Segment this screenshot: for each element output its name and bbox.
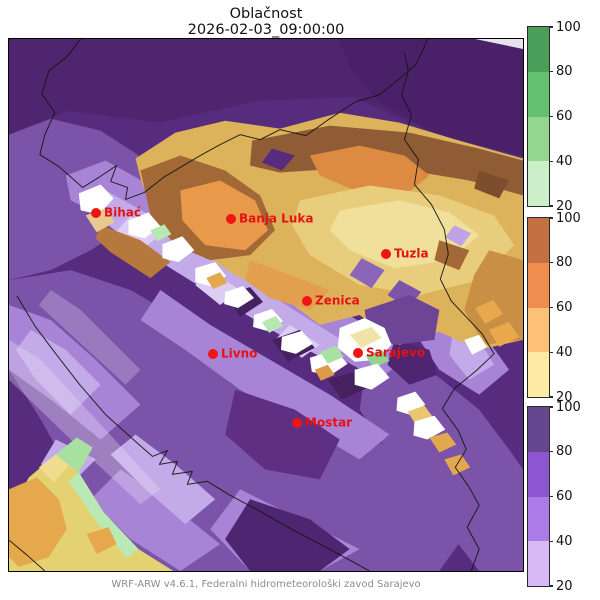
colorbar-tick bbox=[549, 451, 553, 453]
colorbar-segment bbox=[528, 407, 549, 452]
colorbar-tick bbox=[549, 540, 553, 542]
colorbar-tick-label: 80 bbox=[556, 64, 573, 80]
colorbar-tick bbox=[549, 396, 553, 398]
colorbar-visoka-bar bbox=[527, 26, 550, 207]
colorbar-segment bbox=[528, 218, 549, 263]
city-label: Sarajevo bbox=[366, 345, 426, 360]
city-dot-icon bbox=[381, 249, 391, 259]
map-panel bbox=[8, 38, 524, 572]
colorbar-segment bbox=[528, 352, 549, 397]
colorbar-segment bbox=[528, 451, 549, 497]
colorbar-tick bbox=[549, 306, 553, 309]
cloud-cover-map bbox=[9, 39, 523, 571]
city-dot-icon bbox=[208, 349, 218, 359]
colorbar-tick bbox=[549, 71, 553, 73]
colorbar-tick-label: 40 bbox=[556, 344, 573, 360]
colorbar-tick-label: 20 bbox=[556, 578, 573, 594]
colorbar-tick bbox=[549, 406, 553, 408]
colorbar-tick bbox=[549, 115, 553, 118]
colorbar-segment bbox=[528, 116, 549, 162]
figure-title: Oblačnost bbox=[229, 6, 303, 22]
colorbar-tick bbox=[549, 160, 553, 162]
colorbar-tick bbox=[549, 262, 553, 264]
city-label: Zenica bbox=[315, 293, 360, 308]
colorbar-tick bbox=[549, 585, 553, 587]
colorbar-segment bbox=[528, 541, 549, 586]
colorbar-tick-label: 100 bbox=[556, 19, 581, 35]
city-dot-icon bbox=[91, 208, 101, 218]
colorbar-tick bbox=[549, 217, 553, 219]
colorbar-tick-label: 100 bbox=[556, 210, 581, 226]
colorbar-tick-label: 80 bbox=[556, 255, 573, 271]
colorbar-tick-label: 20 bbox=[556, 389, 573, 405]
colorbar-tick-label: 100 bbox=[556, 399, 581, 415]
city-label: Mostar bbox=[305, 415, 353, 430]
city-label: Banja Luka bbox=[239, 211, 314, 226]
colorbar-tick-label: 40 bbox=[556, 153, 573, 169]
city-label: Livno bbox=[221, 346, 258, 361]
city-dot-icon bbox=[292, 418, 302, 428]
colorbar-tick-label: 60 bbox=[556, 109, 573, 124]
colorbar-segment bbox=[528, 27, 549, 72]
colorbar-tick-label: 60 bbox=[556, 300, 573, 315]
colorbar-segment bbox=[528, 262, 549, 308]
city-label: Bihać bbox=[104, 205, 142, 220]
colorbar-tick bbox=[549, 495, 553, 498]
city-dot-icon bbox=[302, 296, 312, 306]
colorbar-tick-label: 40 bbox=[556, 533, 573, 549]
colorbar-tick bbox=[549, 205, 553, 207]
colorbar-srednja-bar bbox=[527, 217, 550, 398]
colorbar-segment bbox=[528, 496, 549, 542]
city-dot-icon bbox=[226, 214, 236, 224]
colorbar-segment bbox=[528, 161, 549, 206]
country-borders bbox=[9, 39, 495, 571]
colorbar-tick bbox=[549, 26, 553, 28]
colorbar-tick-label: 20 bbox=[556, 198, 573, 214]
city-dot-icon bbox=[353, 348, 363, 358]
colorbar-niska-bar bbox=[527, 406, 550, 587]
figure-caption: WRF-ARW v4.6.1, Federalni hidrometeorolo… bbox=[111, 579, 421, 590]
colorbar-segment bbox=[528, 71, 549, 117]
city-label: Tuzla bbox=[394, 246, 429, 261]
colorbar-tick bbox=[549, 351, 553, 353]
colorbar-segment bbox=[528, 307, 549, 353]
colorbar-tick-label: 60 bbox=[556, 489, 573, 504]
figure-subtitle-datetime: 2026-02-03_09:00:00 bbox=[187, 22, 345, 38]
colorbar-tick-label: 80 bbox=[556, 444, 573, 460]
